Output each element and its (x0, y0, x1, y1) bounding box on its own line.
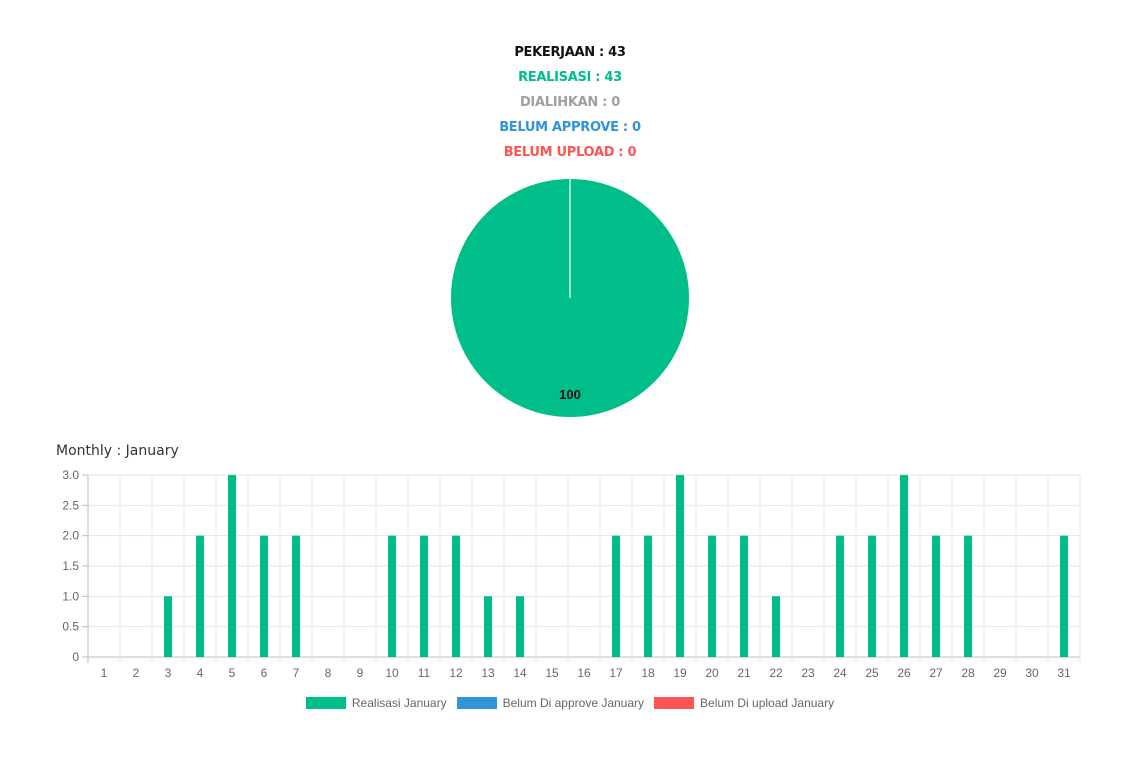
y-tick-label: 3.0 (62, 468, 79, 482)
x-tick-label: 5 (229, 666, 236, 680)
bar-realisasi-january-22[interactable] (772, 596, 780, 657)
x-tick-label: 20 (705, 666, 719, 680)
bar-realisasi-january-27[interactable] (932, 535, 940, 657)
bar-realisasi-january-12[interactable] (452, 535, 460, 657)
legend-swatch (654, 697, 695, 709)
bar-realisasi-january-26[interactable] (900, 475, 908, 657)
y-tick-label: 1.5 (62, 559, 79, 573)
x-tick-label: 14 (513, 666, 527, 680)
belum-upload-count: BELUM UPLOAD : 0 (503, 145, 637, 160)
x-tick-label: 31 (1057, 666, 1071, 680)
x-tick-label: 25 (865, 666, 879, 680)
belum-approve-count: BELUM APPROVE : 0 (499, 120, 641, 135)
y-tick-label: 2.0 (62, 529, 79, 543)
x-tick-label: 15 (545, 666, 559, 680)
x-tick-label: 4 (197, 666, 204, 680)
x-tick-label: 12 (449, 666, 463, 680)
x-tick-label: 6 (261, 666, 268, 680)
legend-label: Belum Di upload January (700, 696, 835, 710)
pekerjaan-count: PEKERJAAN : 43 (514, 45, 626, 60)
bar-realisasi-january-20[interactable] (708, 535, 716, 657)
bar-realisasi-january-13[interactable] (484, 596, 492, 657)
chart-legend: Realisasi January Belum Di approve Januar… (0, 696, 1140, 710)
bar-realisasi-january-19[interactable] (676, 475, 684, 657)
bar-realisasi-january-17[interactable] (612, 535, 620, 657)
x-tick-label: 10 (385, 666, 399, 680)
pie-data-label: 100 (559, 387, 581, 402)
x-tick-label: 1 (101, 666, 108, 680)
legend-item[interactable]: Belum Di approve January (456, 696, 645, 710)
x-tick-label: 8 (325, 666, 332, 680)
bar-realisasi-january-6[interactable] (260, 535, 268, 657)
dialihkan-count: DIALIHKAN : 0 (519, 95, 621, 110)
bar-realisasi-january-3[interactable] (164, 596, 172, 657)
x-tick-label: 7 (293, 666, 300, 680)
x-tick-label: 28 (961, 666, 975, 680)
x-tick-label: 11 (418, 666, 431, 680)
x-tick-label: 29 (993, 666, 1007, 680)
x-tick-label: 26 (897, 666, 911, 680)
bar-realisasi-january-25[interactable] (868, 535, 876, 657)
y-tick-label: 0.5 (62, 620, 79, 634)
x-tick-label: 27 (929, 666, 943, 680)
x-tick-label: 21 (737, 666, 751, 680)
x-tick-label: 23 (801, 666, 815, 680)
x-tick-label: 9 (357, 666, 364, 680)
bar-realisasi-january-18[interactable] (644, 535, 652, 657)
monthly-title: Monthly : January (56, 443, 179, 459)
x-tick-label: 24 (833, 666, 847, 680)
x-tick-label: 22 (769, 666, 783, 680)
legend-swatch (456, 697, 497, 709)
legend-item[interactable]: Belum Di upload January (654, 696, 834, 710)
y-tick-label: 1.0 (62, 589, 79, 603)
x-tick-label: 18 (641, 666, 655, 680)
bar-realisasi-january-11[interactable] (420, 535, 428, 657)
bar-realisasi-january-28[interactable] (964, 535, 972, 657)
pie-chart[interactable]: 100 (440, 170, 700, 430)
x-tick-label: 30 (1025, 666, 1039, 680)
bar-realisasi-january-7[interactable] (292, 535, 300, 657)
realisasi-count: REALISASI : 43 (518, 70, 622, 85)
x-tick-label: 3 (165, 666, 172, 680)
bar-realisasi-january-24[interactable] (836, 535, 844, 657)
bar-realisasi-january-10[interactable] (388, 535, 396, 657)
x-tick-label: 2 (133, 666, 140, 680)
bar-realisasi-january-14[interactable] (516, 596, 524, 657)
bar-realisasi-january-4[interactable] (196, 535, 204, 657)
legend-label: Realisasi January (351, 696, 447, 710)
bar-realisasi-january-5[interactable] (228, 475, 236, 657)
x-tick-label: 19 (673, 666, 687, 680)
legend-item[interactable]: Realisasi January (305, 696, 447, 710)
y-tick-label: 0 (72, 650, 79, 664)
legend-label: Belum Di approve January (502, 696, 645, 710)
summary-panel: PEKERJAAN : 43 REALISASI : 43 DIALIHKAN … (0, 43, 1140, 168)
y-tick-label: 2.5 (62, 498, 79, 512)
bar-realisasi-january-21[interactable] (740, 535, 748, 657)
bar-realisasi-january-31[interactable] (1060, 535, 1068, 657)
x-tick-label: 16 (577, 666, 591, 680)
monthly-bar-chart[interactable]: 00.51.01.52.02.53.01 2 3 4 5 6 7 8 9 10 11 12 13 14 15… (40, 465, 1110, 690)
legend-swatch (305, 697, 346, 709)
x-tick-label: 17 (609, 666, 623, 680)
x-tick-label: 13 (481, 666, 495, 680)
